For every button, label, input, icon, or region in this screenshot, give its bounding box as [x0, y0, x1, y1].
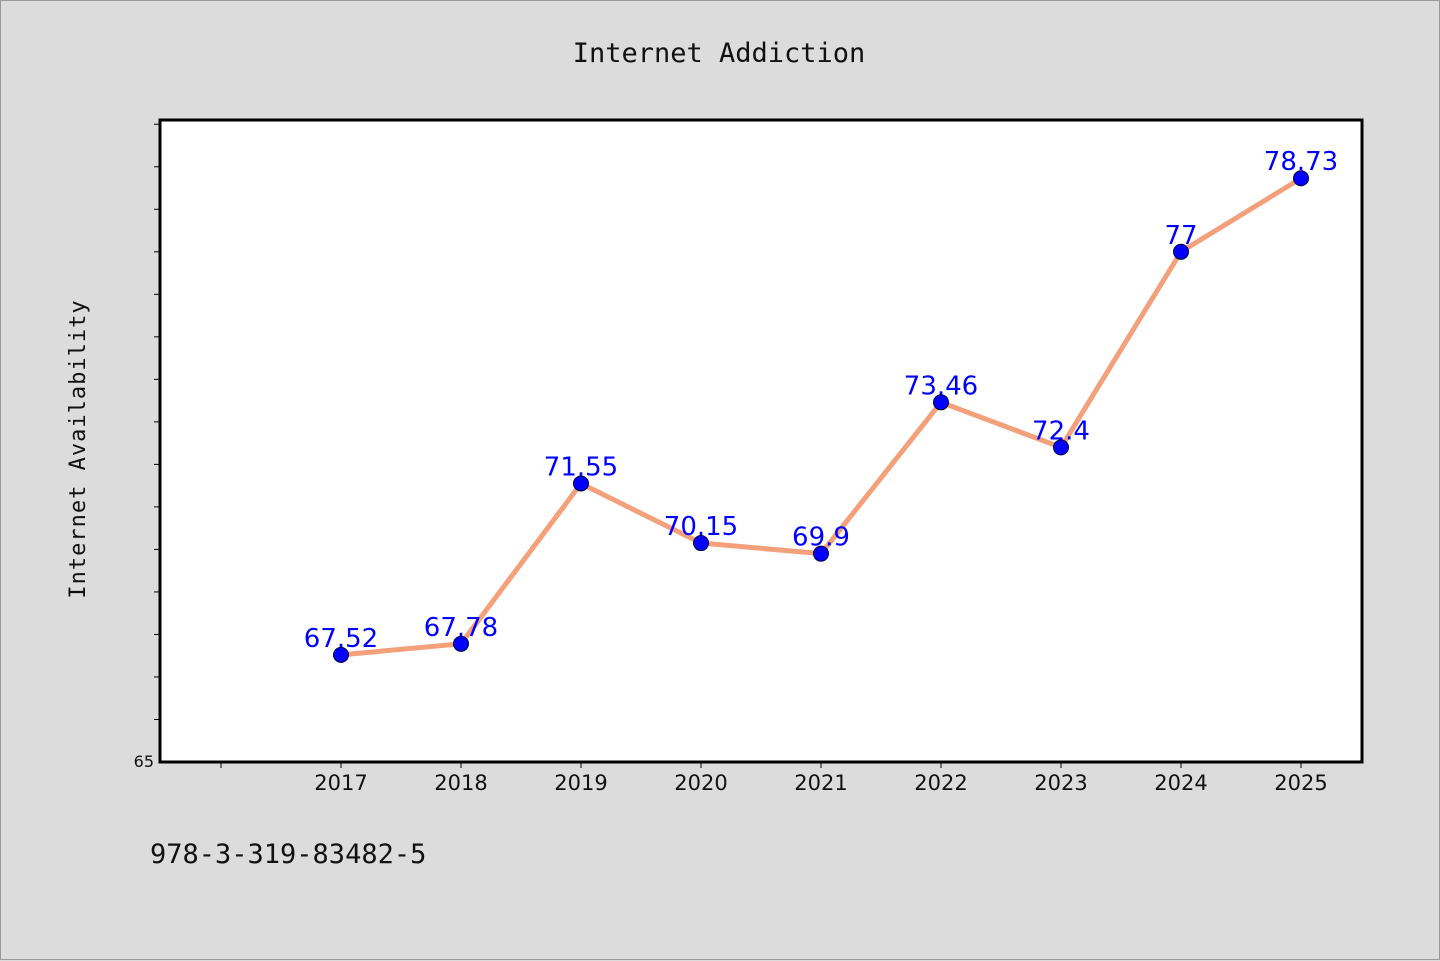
x-tick-label: 2020 — [674, 771, 727, 795]
x-tick-label: 2025 — [1274, 771, 1327, 795]
data-point — [333, 646, 349, 663]
x-axis-ticks — [220, 762, 1302, 768]
x-tick-label: 2022 — [914, 771, 967, 795]
x-tick-label: 2023 — [1034, 771, 1087, 795]
y-axis-label: Internet Availability — [66, 299, 91, 598]
x-tick-label: 2017 — [314, 771, 367, 795]
data-label: 67.78 — [424, 613, 498, 643]
data-point — [573, 475, 589, 492]
data-label: 72.4 — [1032, 416, 1090, 446]
data-label: 71.55 — [544, 453, 618, 483]
plot-area — [158, 118, 1364, 764]
data-point — [1173, 243, 1189, 260]
data-point — [693, 535, 709, 552]
y-axis-ticks — [154, 123, 160, 720]
data-label: 69.9 — [792, 523, 850, 553]
data-point — [813, 545, 829, 562]
x-tick-label: 2024 — [1154, 771, 1207, 795]
data-point — [1293, 170, 1309, 187]
data-markers — [333, 170, 1309, 663]
data-point — [933, 394, 949, 411]
data-label: 73.46 — [904, 371, 978, 401]
data-labels: 67.52 67.78 71.55 70.15 69.9 73.46 72.4 77 78.73 — [304, 147, 1338, 654]
footer-isbn: 978-3-319-83482-5 — [150, 839, 426, 870]
data-label: 78.73 — [1264, 147, 1338, 177]
data-label: 70.15 — [664, 512, 738, 542]
data-label: 67.52 — [304, 624, 378, 654]
chart-title: Internet Addiction — [573, 38, 866, 69]
data-point — [453, 635, 469, 652]
data-label: 77 — [1164, 221, 1197, 251]
y-tick-label: 65 — [134, 752, 154, 771]
x-tick-label: 2019 — [554, 771, 607, 795]
data-point — [1053, 439, 1069, 456]
x-tick-label: 2021 — [794, 771, 847, 795]
x-tick-label: 2018 — [434, 771, 487, 795]
x-axis-tick-labels: 2017 2018 2019 2020 2021 2022 2023 2024 2025 — [314, 771, 1327, 795]
